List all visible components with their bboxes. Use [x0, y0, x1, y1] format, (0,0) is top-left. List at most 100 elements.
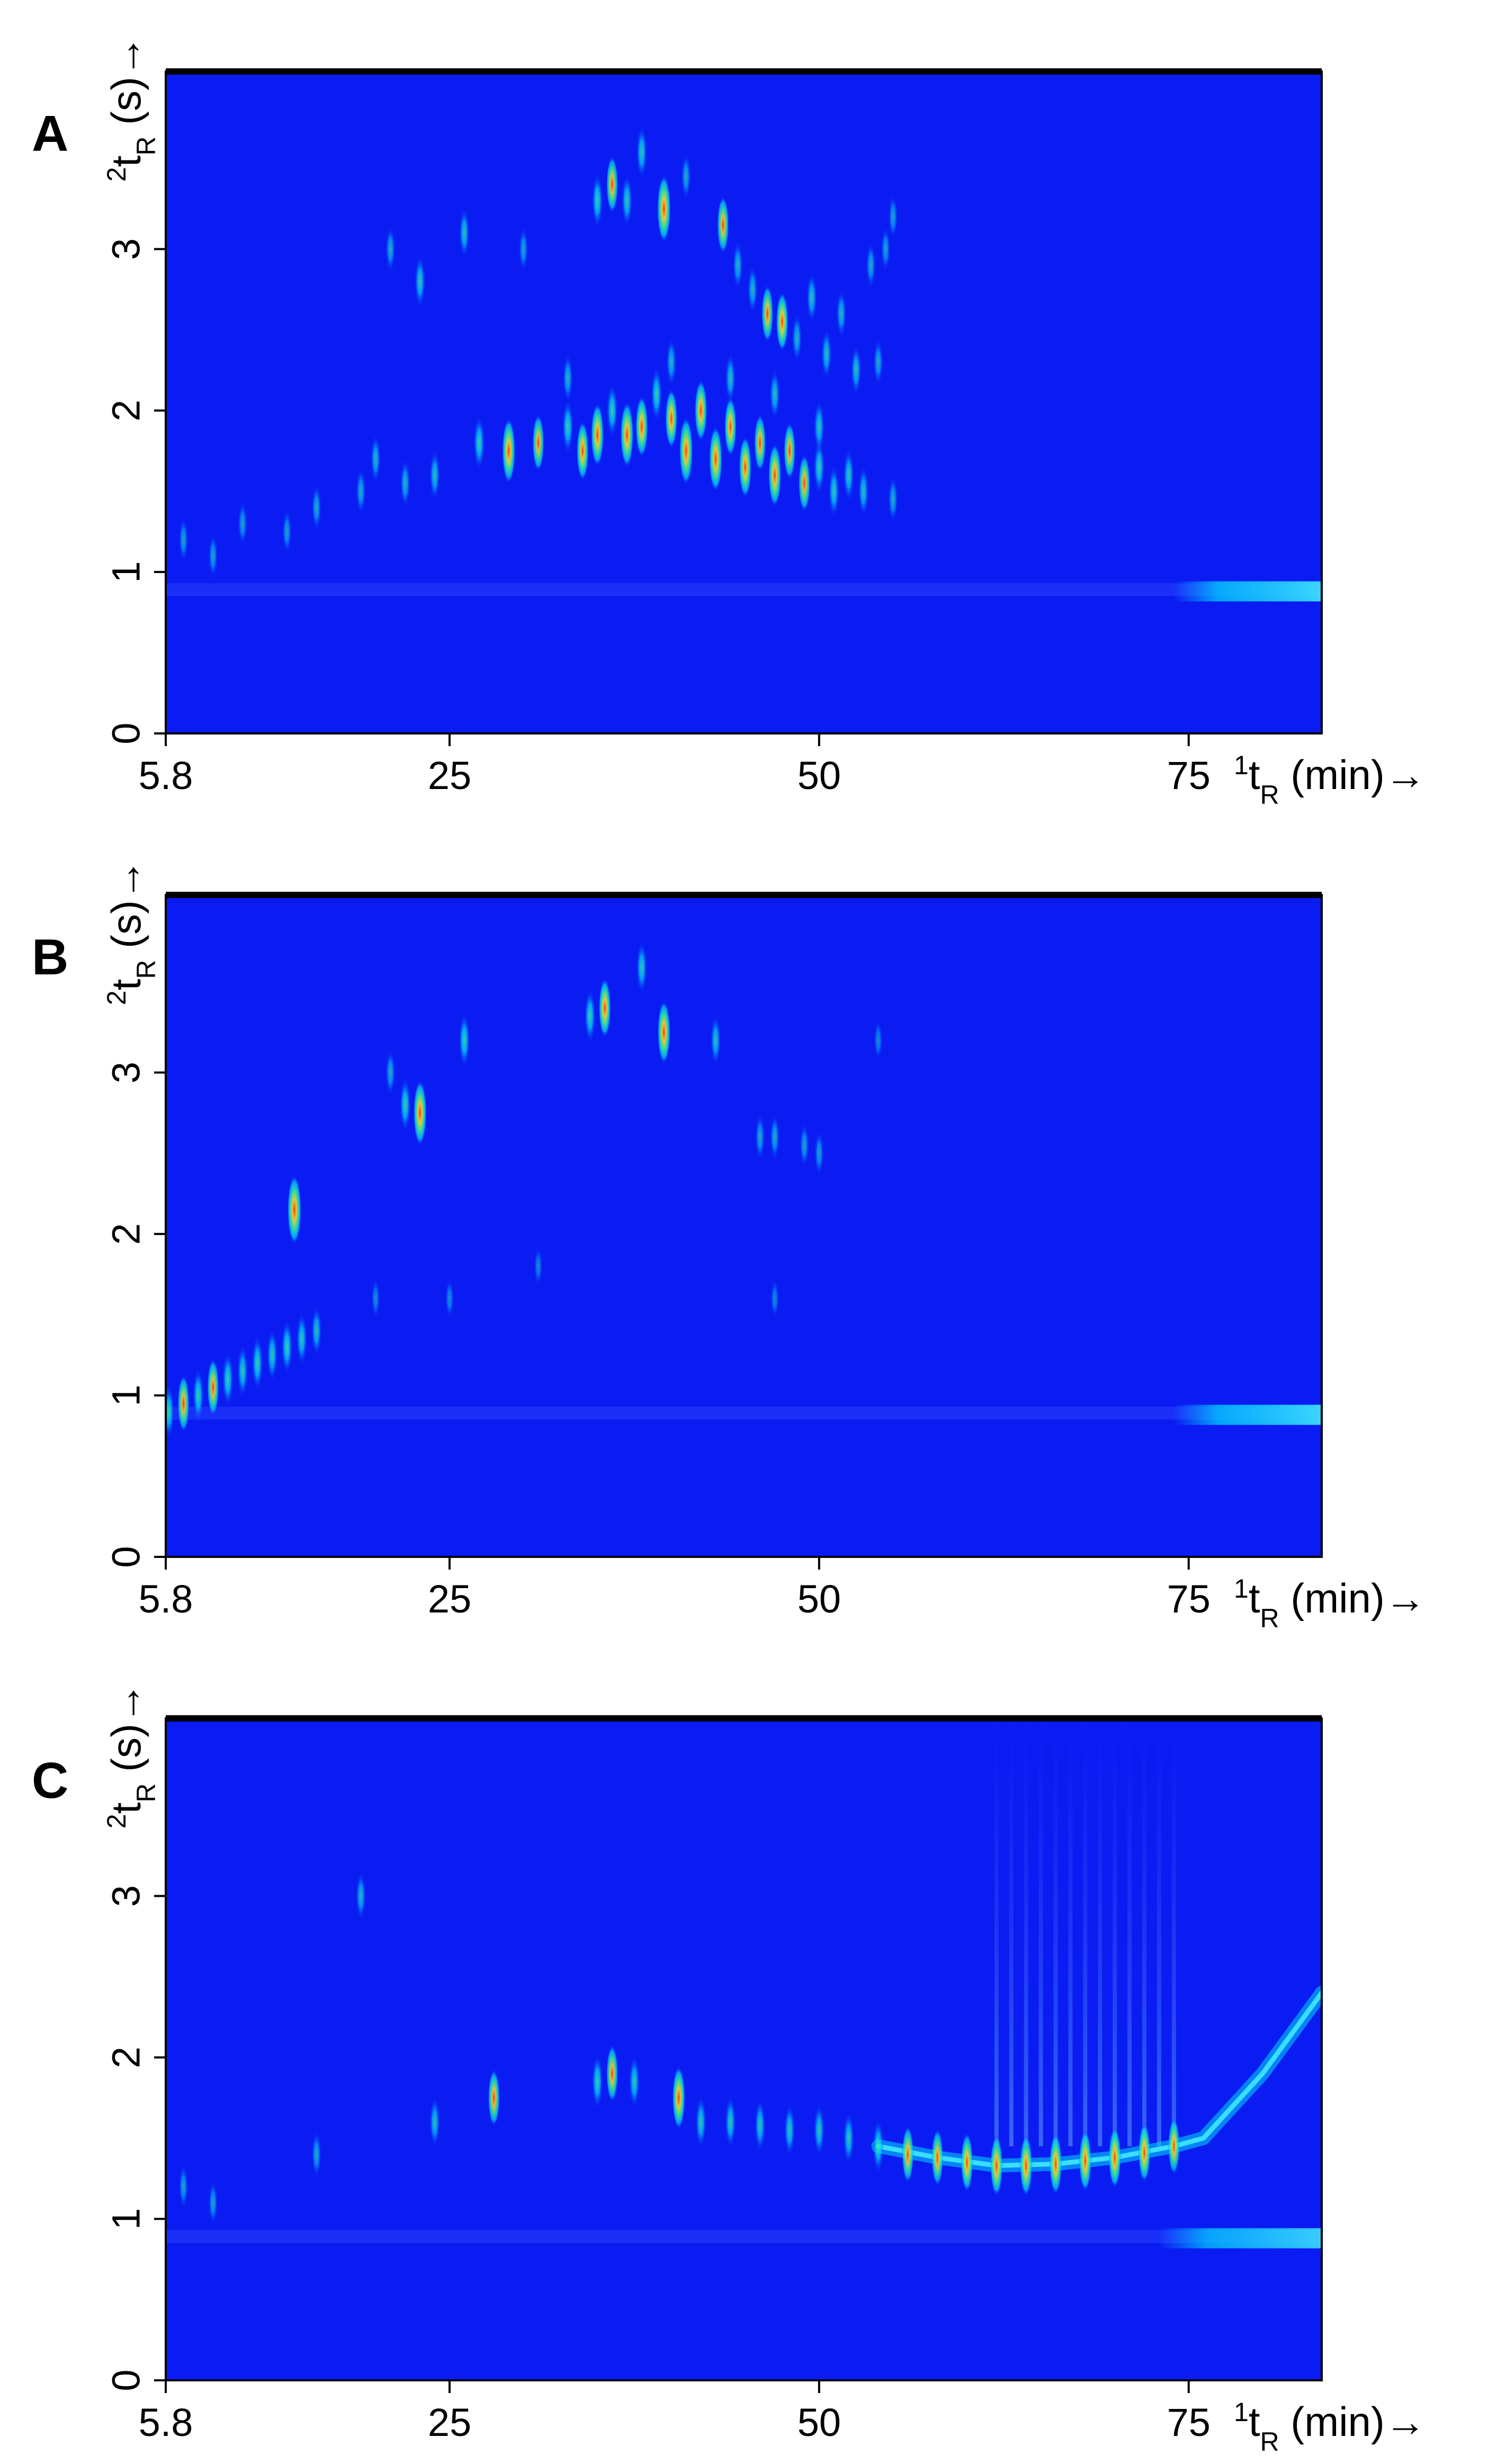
- plot-background: [166, 71, 1322, 733]
- peak-spot: [636, 941, 648, 994]
- x-tick-label: 25: [428, 1577, 471, 1621]
- peak-spot: [635, 396, 648, 458]
- peak-spot: [694, 380, 707, 442]
- peak-spot: [666, 337, 677, 387]
- plot-area: [166, 126, 1322, 602]
- peak-spot: [725, 353, 736, 404]
- peak-spot: [1168, 2117, 1180, 2175]
- streak-mark: [1083, 1718, 1088, 2146]
- peak-spot: [518, 227, 528, 272]
- y-tick-label: 0: [104, 1546, 148, 1567]
- peak-spot: [724, 397, 737, 456]
- chart-panel-c: 0 1 2 3 5.8 25 50 75 C 2tR (s)→ 1tR (min)→: [32, 1682, 1426, 2457]
- peak-spot: [902, 2126, 914, 2183]
- peak-spot: [488, 2069, 500, 2127]
- x-tick-label: 5.8: [139, 2400, 193, 2444]
- peak-spot: [311, 1305, 322, 1357]
- peak-spot: [429, 450, 441, 501]
- streak-mark: [994, 1718, 999, 2146]
- peak-spot: [287, 1175, 302, 1245]
- peak-spot: [252, 1336, 263, 1391]
- peak-spot: [931, 2129, 944, 2187]
- x-tick-label: 75: [1167, 1577, 1211, 1621]
- x-tick-label: 50: [797, 754, 841, 798]
- y-tick-label: 3: [104, 238, 148, 260]
- peak-spot: [282, 509, 292, 554]
- peak-spot: [710, 1015, 721, 1066]
- peak-spot: [872, 2118, 884, 2174]
- column-bleed-baseline: [166, 583, 1322, 596]
- peak-spot: [355, 1871, 366, 1921]
- peak-spot: [429, 2096, 441, 2148]
- peak-spot: [657, 175, 671, 243]
- peak-spot: [770, 1278, 779, 1319]
- peak-spot: [681, 153, 692, 200]
- y-axis-label: 2tR (s)→: [102, 1682, 161, 1829]
- peak-spot: [178, 2164, 189, 2209]
- peak-spot: [590, 402, 604, 467]
- streak-mark: [1053, 1718, 1058, 2146]
- peak-spot: [754, 2099, 766, 2152]
- x-axis-label: 1tR (min)→: [1234, 750, 1426, 810]
- y-tick-label: 3: [104, 1062, 148, 1083]
- x-tick-label: 75: [1167, 754, 1211, 798]
- peak-spot: [754, 414, 766, 472]
- peak-spot: [532, 414, 544, 472]
- streak-mark: [1142, 1718, 1147, 2146]
- peak-spot: [650, 366, 662, 422]
- peak-spot: [400, 459, 411, 508]
- peak-spot: [724, 2095, 736, 2149]
- peak-spot: [888, 476, 898, 523]
- peak-spot: [208, 533, 218, 578]
- peak-spot: [739, 436, 752, 498]
- peak-spot: [1019, 2135, 1033, 2197]
- peak-spot: [385, 1049, 396, 1096]
- streak-mark: [1157, 1718, 1161, 2146]
- peak-spot: [591, 2054, 603, 2109]
- peak-spot: [881, 227, 891, 272]
- y-axis-label: 2tR (s)→: [102, 859, 161, 1005]
- peak-spot: [657, 1000, 671, 1064]
- peak-spot: [473, 415, 485, 471]
- plot-background: [166, 895, 1322, 1557]
- peak-spot: [178, 517, 189, 562]
- peak-spot: [296, 1312, 308, 1366]
- x-tick-label: 75: [1167, 2400, 1211, 2444]
- x-tick-label: 50: [797, 2400, 841, 2444]
- y-tick-label: 3: [104, 1885, 148, 1907]
- y-tick-label: 0: [104, 722, 148, 744]
- peak-spot: [732, 240, 743, 290]
- peak-spot: [798, 454, 811, 512]
- peak-spot: [836, 289, 847, 338]
- peak-spot: [177, 1375, 190, 1432]
- peak-spot: [792, 313, 802, 363]
- peak-spot: [534, 1247, 543, 1286]
- peak-spot: [385, 226, 396, 273]
- peak-spot: [222, 1351, 234, 1407]
- peak-spot: [679, 417, 693, 485]
- peak-spot: [445, 1278, 454, 1319]
- panel-letter: C: [32, 1752, 68, 1809]
- x-tick-label: 25: [428, 754, 471, 798]
- streak-mark: [1171, 1718, 1176, 2146]
- peak-spot: [621, 174, 633, 227]
- peak-spot: [399, 1077, 411, 1133]
- peak-spot: [311, 484, 322, 531]
- peak-spot: [776, 292, 788, 352]
- peak-spot: [821, 328, 832, 380]
- peak-spot: [606, 383, 618, 438]
- column-bleed-baseline: [166, 2230, 1322, 2243]
- peak-spot: [629, 2055, 640, 2108]
- peak-spot: [961, 2133, 973, 2192]
- peak-spot: [266, 1328, 278, 1382]
- peak-spot: [584, 988, 596, 1044]
- peak-spot: [311, 2131, 322, 2178]
- y-tick-label: 1: [104, 561, 148, 583]
- peak-spot: [606, 156, 618, 213]
- y-tick-label: 2: [104, 400, 148, 422]
- peak-spot: [990, 2135, 1003, 2197]
- peak-spot: [370, 434, 381, 483]
- y-tick-label: 1: [104, 2208, 148, 2230]
- panel-letter: A: [32, 105, 68, 162]
- plot-background: [166, 1718, 1322, 2380]
